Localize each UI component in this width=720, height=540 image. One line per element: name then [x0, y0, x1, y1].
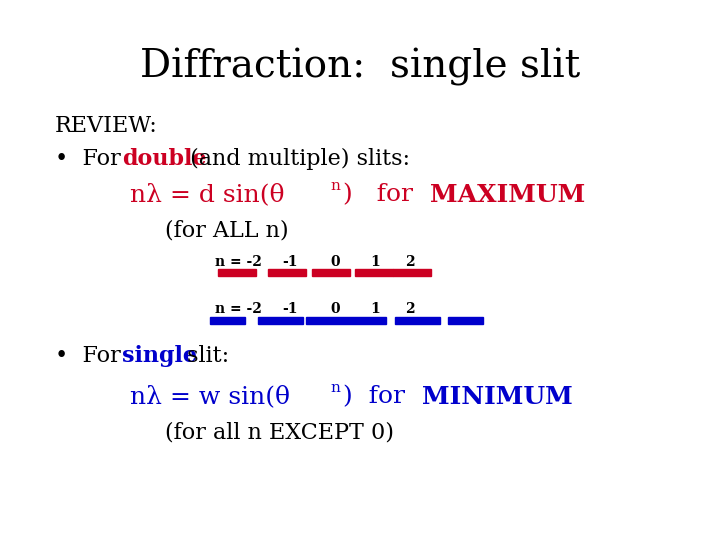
- Text: •  For: • For: [55, 345, 128, 367]
- Bar: [393, 268, 431, 275]
- Text: REVIEW:: REVIEW:: [55, 115, 158, 137]
- Bar: [258, 316, 303, 323]
- Bar: [210, 316, 245, 323]
- Text: double: double: [122, 148, 207, 170]
- Text: Diffraction:  single slit: Diffraction: single slit: [140, 48, 580, 86]
- Text: n: n: [330, 381, 340, 395]
- Text: single: single: [122, 345, 197, 367]
- Bar: [312, 268, 350, 275]
- Text: -1: -1: [282, 255, 298, 269]
- Text: n: n: [330, 179, 340, 193]
- Text: MINIMUM: MINIMUM: [422, 385, 572, 409]
- Bar: [355, 268, 393, 275]
- Text: slit:: slit:: [180, 345, 229, 367]
- Text: n = -2: n = -2: [215, 255, 261, 269]
- Bar: [395, 316, 440, 323]
- Bar: [306, 316, 386, 323]
- Text: MAXIMUM: MAXIMUM: [430, 183, 585, 207]
- Text: (for ALL n): (for ALL n): [165, 220, 289, 242]
- Text: nλ = d sin(θ: nλ = d sin(θ: [130, 183, 284, 206]
- Text: 2: 2: [405, 255, 415, 269]
- Text: 0: 0: [330, 302, 340, 316]
- Bar: [268, 268, 306, 275]
- Text: 1: 1: [370, 302, 380, 316]
- Text: n = -2: n = -2: [215, 302, 261, 316]
- Bar: [218, 268, 256, 275]
- Text: nλ = w sin(θ: nλ = w sin(θ: [130, 385, 290, 408]
- Text: 0: 0: [330, 255, 340, 269]
- Bar: [448, 316, 483, 323]
- Text: )  for: ) for: [343, 385, 421, 408]
- Text: (and multiple) slits:: (and multiple) slits:: [183, 148, 410, 170]
- Text: (for all n EXCEPT 0): (for all n EXCEPT 0): [165, 422, 394, 444]
- Text: )   for: ) for: [343, 183, 429, 206]
- Text: -1: -1: [282, 302, 298, 316]
- Text: 1: 1: [370, 255, 380, 269]
- Text: •  For: • For: [55, 148, 128, 170]
- Text: 2: 2: [405, 302, 415, 316]
